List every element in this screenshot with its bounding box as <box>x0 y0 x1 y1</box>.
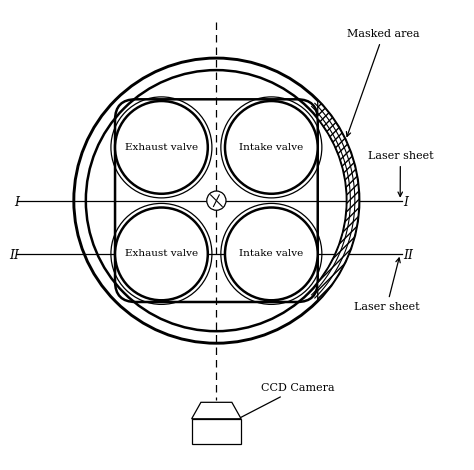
Text: Laser sheet: Laser sheet <box>367 151 433 196</box>
Text: Intake valve: Intake valve <box>239 143 303 152</box>
Text: Intake valve: Intake valve <box>239 250 303 259</box>
Circle shape <box>115 208 208 300</box>
Text: Laser sheet: Laser sheet <box>354 258 419 312</box>
Text: Masked area: Masked area <box>346 29 419 136</box>
Text: I: I <box>14 196 19 209</box>
Text: II: II <box>9 249 19 262</box>
Polygon shape <box>318 101 359 301</box>
Polygon shape <box>191 402 241 419</box>
Text: Exhaust valve: Exhaust valve <box>125 250 198 259</box>
Text: CCD Camera: CCD Camera <box>228 383 335 424</box>
Circle shape <box>225 101 318 194</box>
Text: I: I <box>404 196 409 209</box>
Circle shape <box>115 101 208 194</box>
Circle shape <box>225 208 318 300</box>
Polygon shape <box>191 419 241 444</box>
Text: II: II <box>404 249 414 262</box>
Text: Exhaust valve: Exhaust valve <box>125 143 198 152</box>
Circle shape <box>207 191 226 210</box>
